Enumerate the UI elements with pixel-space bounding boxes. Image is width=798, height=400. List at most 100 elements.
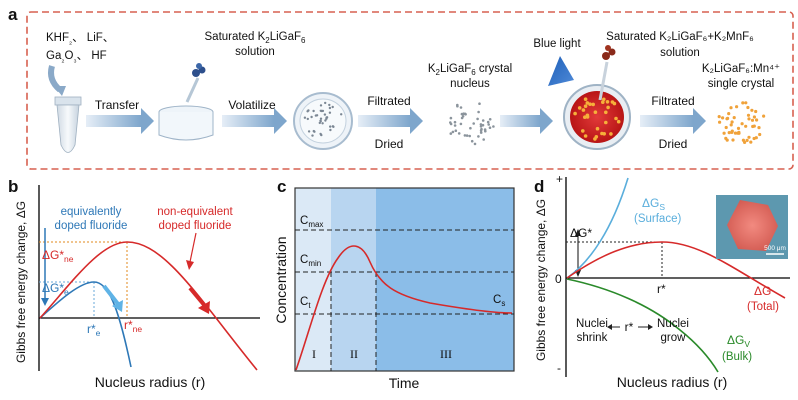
d-dgs-label: ΔGS <box>642 196 665 212</box>
particle <box>721 116 725 120</box>
filtrated-arrow-1 <box>358 108 423 134</box>
particle <box>477 110 480 114</box>
particle <box>331 125 335 128</box>
d-total-curve <box>566 241 786 299</box>
region-3-bg <box>376 188 514 371</box>
b-red-arrow <box>188 286 207 308</box>
particle <box>722 131 726 135</box>
particle <box>745 138 749 142</box>
b-equiv-label-1: equivalently <box>61 206 122 218</box>
b-red-curve <box>39 241 258 371</box>
particle <box>459 122 463 126</box>
d-dgs-note: (Surface) <box>634 213 681 225</box>
particle <box>740 122 744 126</box>
particle <box>479 129 483 132</box>
particle <box>744 101 748 105</box>
d-plus: + <box>556 172 563 186</box>
particle <box>754 109 758 114</box>
particle <box>591 102 595 107</box>
d-grow-1: Nuclei <box>657 318 689 330</box>
particle <box>481 119 485 122</box>
particle <box>323 113 327 116</box>
d-scalebar-label: 500 μm <box>764 245 786 252</box>
b-blue-curve <box>39 281 132 368</box>
particle <box>482 138 486 141</box>
particle <box>727 112 731 116</box>
particle <box>743 140 747 144</box>
petri-dish-icon <box>293 92 353 150</box>
b-blue-arrow <box>102 284 120 306</box>
particle <box>329 128 332 132</box>
d-dgv-label: ΔGV <box>727 333 750 349</box>
particle <box>473 142 477 146</box>
particle <box>312 109 315 113</box>
particle <box>616 119 621 124</box>
dropper-2-icon <box>598 45 616 101</box>
particle <box>310 115 313 119</box>
particle <box>729 106 733 110</box>
c-frame <box>294 187 515 372</box>
particle <box>449 116 453 120</box>
particle <box>329 125 332 128</box>
crystal-nucleus-label: K2LiGaF6 crystal <box>428 63 512 77</box>
d-crystal-icon <box>727 200 778 251</box>
particle <box>459 106 463 109</box>
saturated-solution-1-line2: solution <box>235 46 275 58</box>
particle <box>581 108 586 112</box>
particle <box>732 116 736 120</box>
c-concentration-curve <box>295 245 513 371</box>
particle <box>476 117 479 121</box>
particle <box>303 116 307 119</box>
c-t-label: Ct <box>300 296 311 310</box>
d-shrink-2: shrink <box>577 332 608 344</box>
particle <box>729 123 733 127</box>
b-r-ne-label: r*ne <box>124 318 142 334</box>
particle <box>602 97 606 102</box>
particle <box>749 140 753 144</box>
d-dg-star-label: ΔG* <box>570 226 592 240</box>
particle <box>750 108 754 112</box>
volatilize-label: Volatilize <box>228 98 276 112</box>
crystal-nucleus-label-line2: nucleus <box>450 78 490 90</box>
particle <box>758 132 762 137</box>
particle <box>601 100 605 104</box>
particle <box>752 136 756 141</box>
particle <box>733 131 738 135</box>
panel-a-letter: a <box>8 5 18 24</box>
particle <box>479 123 483 126</box>
particle <box>325 117 328 121</box>
particle <box>588 102 592 106</box>
region-1-bg <box>295 188 331 371</box>
particle <box>311 134 314 137</box>
c-region-2-label: II <box>350 347 358 361</box>
particle <box>747 135 751 139</box>
b-ylabel: Gibbs free energy change, ΔG <box>14 201 28 363</box>
plain-arrow <box>500 108 553 134</box>
particle <box>730 129 734 133</box>
blue-light-icon <box>548 56 574 86</box>
d-shrink-1: Nuclei <box>576 318 608 330</box>
particle <box>487 123 491 126</box>
particle <box>755 118 759 122</box>
particle <box>478 102 481 105</box>
panel-c-letter: c <box>277 177 286 196</box>
particle <box>449 122 453 126</box>
particle <box>492 125 495 128</box>
b-equiv-label-2: doped fluoride <box>55 220 128 232</box>
particle <box>457 132 461 135</box>
panel-d: d + 0 - Gibbs free energy change, ΔG Nuc… <box>534 172 790 390</box>
c-max-label: Cmax <box>300 215 323 229</box>
particle <box>583 115 587 119</box>
volatilize-arrow <box>222 108 287 134</box>
particle <box>614 116 618 121</box>
particle <box>319 117 323 120</box>
particle <box>730 120 734 124</box>
d-zero: 0 <box>555 272 562 286</box>
particle <box>477 135 480 138</box>
particle <box>737 130 741 134</box>
reagents-line-2: Ga₂O₃、 HF <box>46 50 107 64</box>
particle <box>465 134 469 137</box>
particle <box>581 129 585 133</box>
particle <box>469 126 472 130</box>
